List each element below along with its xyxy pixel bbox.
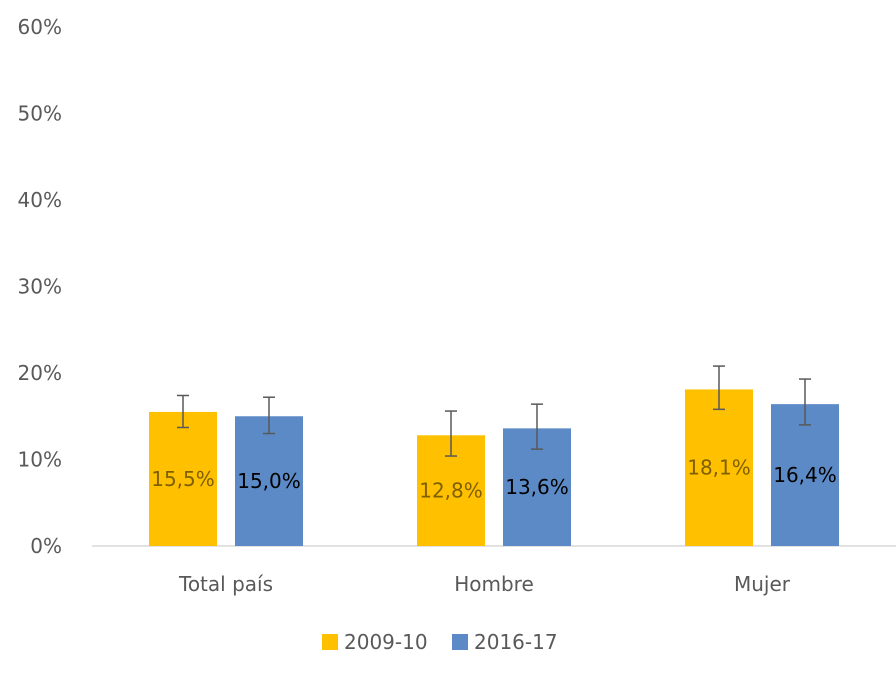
legend-label: 2009-10 — [344, 630, 428, 654]
y-tick-label: 40% — [18, 188, 62, 212]
y-tick-label: 50% — [18, 102, 62, 126]
data-label: 13,6% — [505, 475, 569, 499]
bar — [771, 404, 839, 546]
data-label: 16,4% — [773, 463, 837, 487]
y-axis-ticks: 0% 10% 20% 30% 40% 50% 60% — [18, 15, 62, 558]
data-label: 15,5% — [151, 467, 215, 491]
data-label: 15,0% — [237, 469, 301, 493]
bar — [235, 416, 303, 546]
x-axis-categories: Total país Hombre Mujer — [178, 572, 791, 596]
data-label: 12,8% — [419, 479, 483, 503]
error-bars — [177, 365, 811, 457]
y-tick-label: 0% — [30, 534, 62, 558]
legend-swatch — [322, 634, 338, 650]
legend: 2009-10 2016-17 — [322, 630, 558, 654]
bar — [149, 411, 217, 546]
x-category-label: Total país — [178, 572, 273, 596]
legend-label: 2016-17 — [474, 630, 558, 654]
data-labels: 15,5% 15,0% 12,8% 13,6% 18,1% 16,4% — [151, 456, 837, 503]
data-label: 18,1% — [687, 456, 751, 480]
x-category-label: Hombre — [454, 572, 534, 596]
y-tick-label: 30% — [18, 275, 62, 299]
y-tick-label: 10% — [18, 448, 62, 472]
legend-swatch — [452, 634, 468, 650]
y-tick-label: 20% — [18, 361, 62, 385]
x-category-label: Mujer — [734, 572, 791, 596]
bar — [685, 389, 753, 546]
y-tick-label: 60% — [18, 15, 62, 39]
